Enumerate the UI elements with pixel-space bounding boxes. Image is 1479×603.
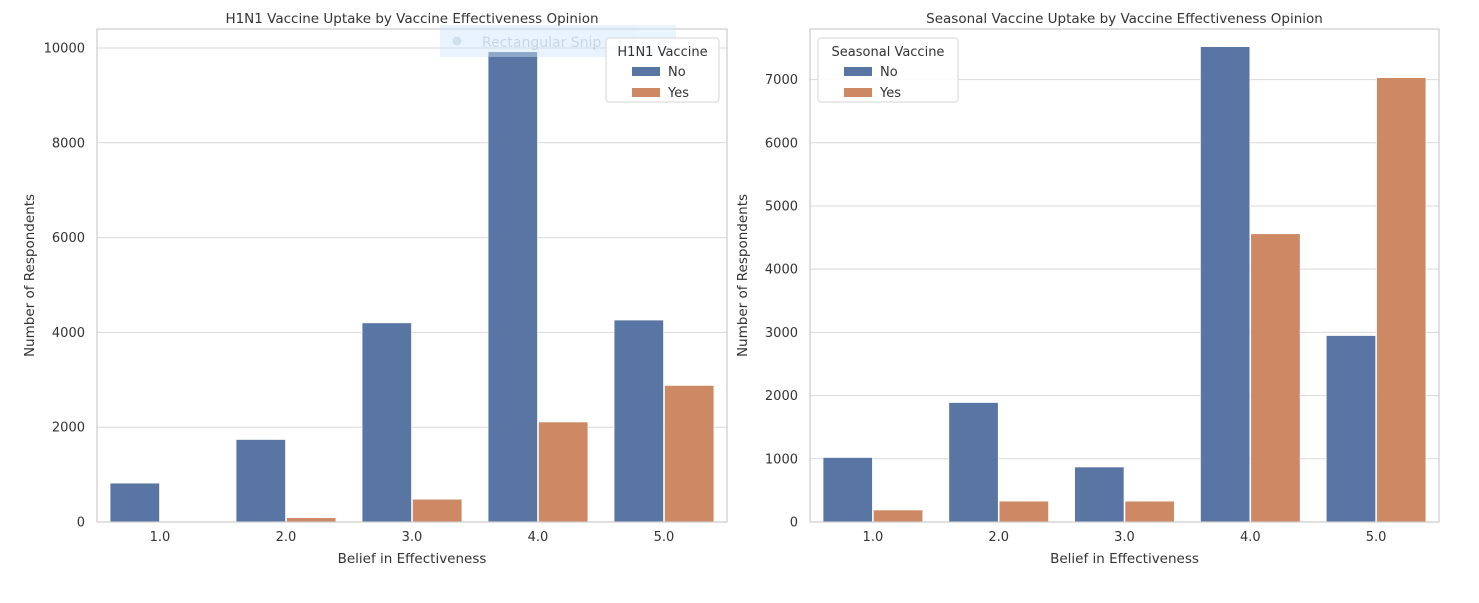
legend-swatch-no	[632, 67, 660, 76]
bar-no-1.0	[109, 482, 160, 523]
legend: Seasonal Vaccine No Yes	[817, 37, 959, 103]
chart-panel-2: 0 1000 2000 3000 4000 5000 6000 7000 1.0 2.0 3.0 4.…	[735, 11, 1440, 567]
y-tick-label: 6000	[52, 231, 85, 246]
x-tick-label: 3.0	[1114, 530, 1135, 545]
y-tick-label: 3000	[765, 326, 798, 341]
bar-yes-5.0	[664, 385, 715, 523]
x-tick-label: 2.0	[988, 530, 1009, 545]
x-tick-label: 2.0	[276, 530, 297, 545]
y-tick-label: 5000	[765, 199, 798, 214]
bar-no-1.0	[822, 457, 873, 523]
x-tick-label: 4.0	[1240, 530, 1261, 545]
bar-no-3.0	[1074, 466, 1125, 523]
y-axis-label: Number of Respondents	[735, 194, 751, 357]
legend-box	[817, 37, 959, 103]
chart-title: H1N1 Vaccine Uptake by Vaccine Effective…	[225, 11, 598, 27]
legend-label-no: No	[668, 65, 686, 80]
y-tick-label: 7000	[765, 73, 798, 88]
bar-yes-2.0	[286, 517, 337, 523]
bar-no-2.0	[948, 402, 999, 523]
legend-label-yes: Yes	[879, 86, 901, 101]
legend-swatch-no	[844, 67, 872, 76]
y-tick-label: 2000	[52, 421, 85, 436]
y-tick-label: 0	[790, 516, 798, 531]
legend-title: Seasonal Vaccine	[832, 45, 945, 60]
legend-label-yes: Yes	[667, 86, 689, 101]
bar-yes-4.0	[1250, 233, 1301, 523]
bar-no-4.0	[1200, 46, 1251, 523]
legend-swatch-yes	[844, 88, 872, 97]
bar-yes-4.0	[538, 421, 589, 523]
legend-swatch-yes	[632, 88, 660, 97]
x-tick-label: 4.0	[528, 530, 549, 545]
y-tick-label: 8000	[52, 136, 85, 151]
x-axis-label: Belief in Effectiveness	[338, 551, 487, 567]
legend-box	[605, 37, 720, 103]
y-tick-label: 10000	[44, 41, 85, 56]
y-tick-label: 0	[77, 516, 85, 531]
x-tick-label: 3.0	[402, 530, 423, 545]
y-axis-label: Number of Respondents	[22, 194, 38, 357]
y-tick-label: 4000	[52, 326, 85, 341]
bar-yes-1.0	[873, 509, 924, 523]
snip-record-icon	[452, 36, 462, 46]
y-tick-label: 2000	[765, 389, 798, 404]
bar-no-3.0	[361, 322, 412, 523]
bar-no-5.0	[613, 319, 664, 523]
x-tick-label: 5.0	[654, 530, 675, 545]
x-tick-label: 1.0	[863, 530, 884, 545]
chart-title: Seasonal Vaccine Uptake by Vaccine Effec…	[926, 11, 1323, 27]
y-tick-label: 6000	[765, 136, 798, 151]
x-tick-label: 5.0	[1366, 530, 1387, 545]
bar-no-4.0	[487, 51, 538, 523]
x-axis-label: Belief in Effectiveness	[1050, 551, 1199, 567]
legend-title: H1N1 Vaccine	[617, 45, 707, 60]
y-tick-label: 1000	[765, 452, 798, 467]
legend-label-no: No	[880, 65, 898, 80]
bar-yes-5.0	[1376, 77, 1427, 523]
plot-frame	[809, 28, 1440, 523]
bar-yes-2.0	[998, 500, 1049, 523]
legend: H1N1 Vaccine No Yes	[605, 37, 720, 103]
plot-frame	[96, 28, 728, 523]
bar-yes-3.0	[412, 498, 463, 523]
snip-overlay-label: Rectangular Snip	[482, 35, 601, 51]
bar-no-2.0	[235, 439, 286, 523]
bar-no-5.0	[1325, 335, 1376, 523]
y-tick-label: 4000	[765, 263, 798, 278]
chart-panel-1: 0 2000 4000 6000 8000 10000 1.0 2.0 3.0 4.0 5.0 H1N…	[22, 11, 728, 567]
x-tick-label: 1.0	[150, 530, 171, 545]
bar-yes-3.0	[1124, 500, 1175, 523]
